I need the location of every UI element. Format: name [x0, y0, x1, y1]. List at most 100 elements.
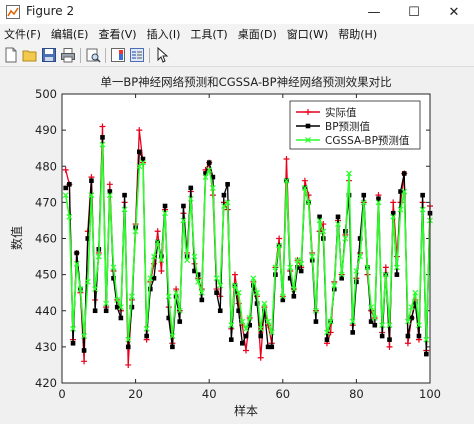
data-point-cgssa — [62, 192, 69, 199]
data-point-actual — [106, 181, 113, 188]
data-point-actual — [62, 166, 69, 173]
menu-tools[interactable]: 工具(T) — [190, 28, 228, 41]
menu-help[interactable]: 帮助(H) — [338, 28, 378, 41]
data-point-bp — [335, 214, 341, 220]
chart-title: 单一BP神经网络预测和CGSSA-BP神经网络预测效果对比 — [100, 75, 391, 89]
data-point-cgssa — [338, 271, 345, 278]
data-point-bp — [144, 333, 149, 339]
data-point-bp — [118, 315, 124, 321]
data-point-cgssa — [261, 300, 268, 307]
data-point-actual — [173, 286, 180, 293]
data-point-actual — [305, 109, 311, 115]
data-point-cgssa — [254, 289, 260, 296]
data-point-bp — [317, 214, 322, 220]
x-axis-label: 样本 — [234, 403, 258, 418]
data-point-cgssa — [357, 253, 364, 260]
data-point-bp — [379, 333, 385, 339]
x-tick-label: 20 — [128, 387, 143, 401]
data-point-bp — [125, 344, 131, 350]
data-point-cgssa — [342, 235, 349, 242]
save-icon[interactable] — [41, 47, 57, 63]
data-point-bp — [92, 308, 98, 314]
data-point-bp — [181, 203, 186, 209]
data-point-cgssa — [312, 307, 319, 314]
menu-file[interactable]: 文件(F) — [4, 28, 41, 41]
menu-edit[interactable]: 编辑(E) — [50, 28, 89, 41]
data-point-cgssa — [70, 325, 76, 332]
x-tick-label: 60 — [275, 387, 290, 401]
colorbar-icon[interactable] — [110, 47, 126, 63]
data-point-bp — [236, 308, 241, 314]
data-point-bp — [387, 337, 392, 342]
data-point-bp — [291, 294, 297, 299]
data-point-bp — [151, 275, 157, 281]
data-point-cgssa — [88, 192, 95, 199]
data-point-bp — [136, 149, 142, 155]
data-point-bp — [70, 340, 76, 346]
maximize-button[interactable]: ☐ — [408, 4, 420, 20]
data-point-cgssa — [423, 336, 430, 343]
data-point-cgssa — [386, 322, 393, 329]
print-preview-icon[interactable] — [85, 47, 101, 63]
data-point-cgssa — [298, 260, 305, 267]
data-point-cgssa — [279, 293, 286, 300]
data-point-cgssa — [250, 275, 257, 282]
menu-window[interactable]: 窗口(W) — [286, 28, 329, 41]
data-point-cgssa — [335, 221, 341, 227]
legend-icon[interactable] — [129, 47, 145, 63]
menu-desktop[interactable]: 桌面(D) — [237, 28, 277, 41]
new-figure-icon[interactable] — [3, 47, 19, 63]
data-point-bp — [199, 297, 205, 303]
data-point-actual — [99, 123, 106, 130]
data-point-bp — [210, 174, 216, 180]
data-point-cgssa — [213, 275, 220, 282]
data-point-cgssa — [198, 289, 205, 296]
data-point-cgssa — [195, 278, 202, 285]
data-point-bp — [89, 178, 94, 183]
matlab-figure-icon — [6, 5, 20, 19]
menu-view[interactable]: 查看(V) — [98, 28, 137, 41]
data-point-cgssa — [158, 257, 165, 264]
data-point-actual — [386, 343, 393, 350]
data-point-bp — [247, 322, 252, 328]
minimize-button[interactable]: — — [367, 4, 381, 20]
data-point-cgssa — [154, 239, 161, 246]
data-point-bp — [100, 135, 105, 140]
x-tick-label: 80 — [349, 387, 364, 401]
window-title: Figure 2 — [26, 4, 75, 18]
data-point-cgssa — [412, 289, 419, 296]
data-point-bp — [243, 333, 249, 339]
data-point-cgssa — [209, 185, 216, 191]
pointer-icon[interactable] — [154, 47, 170, 63]
x-tick-label: 0 — [58, 387, 65, 401]
y-tick-label: 490 — [35, 123, 57, 137]
data-point-bp — [262, 308, 267, 314]
y-axis-label: 数值 — [9, 226, 24, 250]
data-point-actual — [404, 340, 411, 347]
data-point-actual — [283, 156, 290, 163]
close-button[interactable]: ✕ — [448, 4, 460, 20]
data-point-cgssa — [305, 199, 312, 206]
window-titlebar: Figure 2 — ☐ ✕ — [0, 0, 474, 25]
data-point-bp — [129, 304, 135, 310]
data-point-cgssa — [268, 329, 275, 336]
data-point-bp — [228, 337, 234, 342]
data-point-cgssa — [235, 289, 242, 296]
data-point-cgssa — [243, 325, 249, 332]
data-point-bp — [140, 156, 146, 162]
menu-insert[interactable]: 插入(I) — [146, 28, 181, 41]
data-point-cgssa — [128, 293, 135, 300]
toolbar-separator — [149, 48, 150, 63]
data-point-cgssa — [353, 268, 360, 274]
data-point-bp — [63, 185, 68, 191]
menu-bar: 文件(F) 编辑(E) 查看(V) 插入(I) 工具(T) 桌面(D) 窗口(W… — [0, 24, 474, 44]
open-file-icon[interactable] — [22, 47, 38, 63]
x-tick-label: 40 — [202, 387, 217, 401]
data-point-cgssa — [272, 264, 279, 271]
data-point-cgssa — [184, 257, 191, 264]
data-point-cgssa — [301, 185, 308, 191]
print-icon[interactable] — [60, 47, 76, 63]
y-tick-label: 480 — [35, 159, 57, 173]
data-point-cgssa — [375, 199, 382, 206]
data-point-cgssa — [320, 228, 327, 235]
